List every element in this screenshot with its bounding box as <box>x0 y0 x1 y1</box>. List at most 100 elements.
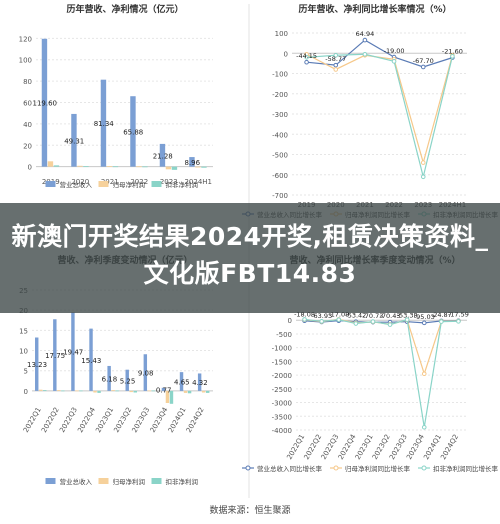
data-label: -17.08 <box>328 311 349 319</box>
y-tick-label: -1000 <box>272 345 292 353</box>
bar-net-profit <box>75 390 79 392</box>
legend-swatch-marker <box>245 465 251 471</box>
bar-net-profit <box>183 390 188 393</box>
data-label: 4.65 <box>174 379 190 387</box>
series-line-0 <box>306 39 453 68</box>
y-tick-label: 60 <box>23 100 32 108</box>
bar-revenue <box>71 312 75 391</box>
series-point <box>333 52 339 58</box>
x-tick-label: 2023 <box>160 178 178 186</box>
series-point <box>404 317 410 322</box>
bar-net-profit <box>165 390 170 403</box>
bar-revenue <box>89 328 93 391</box>
y-tick-label: 0 <box>284 50 288 58</box>
series-point <box>456 319 461 324</box>
series-point <box>302 317 307 322</box>
series-point <box>420 64 426 70</box>
y-tick-label: 0 <box>28 164 32 172</box>
legend-label: 归母净利润 <box>113 477 146 486</box>
data-label: 0.77 <box>156 386 172 394</box>
bar-deducted-profit <box>169 390 174 404</box>
bar-net-profit <box>39 389 43 391</box>
y-tick-label: 100 <box>275 30 288 38</box>
data-label: -53.38 <box>397 312 418 320</box>
legend-swatch <box>151 478 162 484</box>
series-line-0 <box>304 320 459 324</box>
x-tick-label: 2024H1 <box>184 178 212 186</box>
data-label: 4.32 <box>192 379 208 387</box>
legend-label: 扣非净利润 <box>166 477 199 486</box>
bar-revenue <box>161 387 166 391</box>
x-tick-label: 2020 <box>71 178 89 186</box>
series-point <box>304 55 309 60</box>
legend-label: 扣非净利润同比增长率 <box>433 464 499 473</box>
bar-revenue <box>197 373 202 391</box>
y-tick-label: -200 <box>272 91 288 99</box>
y-tick-label: -300 <box>272 111 288 119</box>
overlay-banner <box>0 203 500 313</box>
series-point <box>319 319 324 324</box>
y-tick-label: -500 <box>276 331 292 339</box>
data-label: -18.08 <box>294 311 315 319</box>
bar-revenue <box>125 369 129 391</box>
series-point <box>362 37 368 43</box>
bar-deducted-profit <box>171 166 178 170</box>
y-tick-label: -600 <box>272 172 288 180</box>
series-point <box>370 319 376 324</box>
data-label: -53.42 <box>345 312 366 320</box>
data-label: 13.23 <box>27 361 47 369</box>
legend-label: 归母净利润 <box>113 180 146 189</box>
series-point <box>420 174 426 180</box>
data-source-text: 数据来源：恒生聚源 <box>209 506 291 516</box>
data-label: 6.18 <box>102 375 118 383</box>
data-label: 8.96 <box>184 159 200 167</box>
series-point <box>421 371 427 377</box>
data-label: 49.31 <box>64 137 84 145</box>
data-label: -70.73 <box>362 312 383 320</box>
y-tick-label: 5 <box>24 368 28 376</box>
bar-net-profit <box>57 390 61 391</box>
legend-swatch <box>45 181 56 187</box>
bar-deducted-profit <box>115 390 119 392</box>
data-label: 119.60 <box>33 100 58 108</box>
series-point <box>391 59 397 64</box>
data-label: 19.47 <box>63 349 83 357</box>
bar-net-profit <box>201 390 206 393</box>
data-label: 64.94 <box>356 30 375 38</box>
bar-deducted-profit <box>97 390 101 393</box>
series-point <box>450 53 455 59</box>
bar-deducted-profit <box>112 166 119 168</box>
y-tick-label: 120 <box>19 35 32 43</box>
bar-net-profit <box>165 166 172 170</box>
data-label: -58.77 <box>325 55 346 63</box>
legend-swatch <box>151 181 162 187</box>
bar-net-profit <box>111 390 115 391</box>
bar-revenue <box>41 38 48 167</box>
data-label: -44.15 <box>296 52 317 60</box>
data-label: 5.25 <box>120 377 136 385</box>
bar-deducted-profit <box>205 390 210 393</box>
y-tick-label: -1500 <box>272 358 292 366</box>
y-tick-label: 100 <box>19 57 32 65</box>
series-line-1 <box>304 318 459 376</box>
bar-net-profit <box>136 166 142 168</box>
y-tick-label: 0 <box>24 388 28 396</box>
chart-title: 历年营收、净利同比增长率情况（%） <box>298 3 451 15</box>
y-tick-label: 40 <box>23 121 32 129</box>
x-tick-label: 2024Q2 <box>185 406 206 434</box>
legend-swatch <box>98 478 109 484</box>
bar-net-profit <box>93 390 97 393</box>
data-label: 65.88 <box>123 128 143 136</box>
y-tick-label: -3500 <box>272 413 292 421</box>
bar-deducted-profit <box>151 390 156 392</box>
series-point <box>333 67 339 72</box>
bar-revenue <box>53 319 57 391</box>
y-tick-label: 80 <box>23 78 32 86</box>
series-point <box>353 321 359 326</box>
series-point <box>387 322 393 327</box>
y-tick-label: -500 <box>272 152 288 160</box>
series-point <box>304 59 309 65</box>
legend-swatch <box>98 181 109 187</box>
series-line-2 <box>306 53 453 177</box>
